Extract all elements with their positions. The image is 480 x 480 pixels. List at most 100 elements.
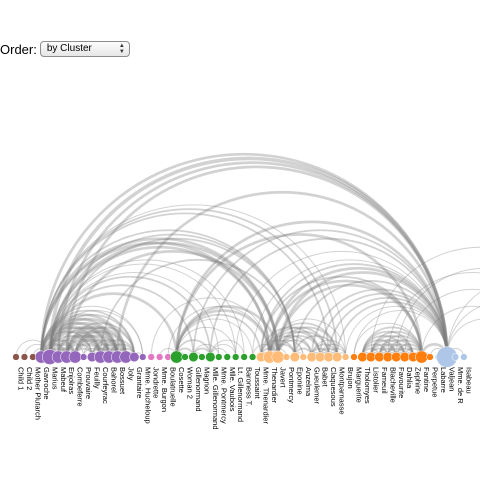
- node-child-1[interactable]: [12, 353, 20, 361]
- arc-link: [268, 266, 449, 358]
- node-eponine[interactable]: [289, 351, 300, 363]
- arc-link: [40, 229, 296, 358]
- node-toussaint[interactable]: [248, 353, 257, 361]
- arc-link: [269, 339, 304, 358]
- node-label: Cosette: [177, 367, 186, 393]
- node-baroness-t-[interactable]: [240, 353, 248, 361]
- arc-link: [252, 259, 448, 358]
- arc-link: [73, 330, 128, 358]
- node-magnon[interactable]: [198, 353, 206, 361]
- node-prouvaire[interactable]: [79, 353, 88, 361]
- arc-link: [83, 339, 118, 358]
- arc-link: [175, 313, 262, 358]
- node-dahlia[interactable]: [399, 351, 410, 363]
- arc-link: [48, 317, 128, 358]
- node-label: Anzelma: [304, 367, 313, 397]
- arc-link: [370, 339, 406, 358]
- arc-link: [99, 339, 136, 358]
- arc-link: [378, 334, 423, 358]
- node-listolier[interactable]: [365, 351, 376, 363]
- arc-link: [209, 237, 448, 358]
- arc-link: [40, 317, 119, 358]
- node-label: Mme. Burgon: [160, 367, 169, 412]
- arc-link: [48, 313, 136, 358]
- arc-link: [176, 318, 254, 358]
- node-label: Fameuil: [380, 367, 389, 394]
- arc-link: [48, 292, 178, 358]
- arc-link: [387, 272, 480, 358]
- arc-link: [269, 318, 347, 358]
- node-label: Baroness T.: [245, 367, 254, 406]
- node-fameuil[interactable]: [374, 351, 385, 363]
- node-cosette[interactable]: [170, 350, 184, 364]
- node-lt-gillenormand[interactable]: [232, 353, 240, 361]
- node-label: Child 1: [17, 367, 26, 390]
- arc-link: [311, 339, 347, 358]
- node-fantine[interactable]: [415, 350, 429, 364]
- arc-link: [40, 241, 271, 358]
- node-blacheville[interactable]: [382, 351, 393, 363]
- node-label: Eponine: [295, 367, 304, 395]
- arc-link: [277, 326, 338, 358]
- arc-link: [73, 334, 119, 358]
- arc-link: [49, 310, 144, 358]
- node-label: Fantine: [422, 367, 431, 392]
- arc-link: [446, 318, 480, 358]
- arc-link: [99, 258, 296, 358]
- arc-link: [293, 334, 338, 358]
- node-isabeau[interactable]: [460, 353, 468, 361]
- arc-link: [175, 305, 280, 358]
- node-babet[interactable]: [315, 351, 326, 363]
- node-mlle-gillenormand[interactable]: [205, 351, 216, 363]
- node-label: Toussaint: [253, 367, 262, 400]
- node-label: Valjean: [447, 367, 456, 391]
- arc-link: [40, 313, 128, 358]
- node-marguerite[interactable]: [350, 353, 358, 361]
- node-label: Isabeau: [464, 367, 473, 394]
- node-gillenormand[interactable]: [188, 351, 199, 363]
- node-claquesous[interactable]: [323, 351, 334, 363]
- node-mme-pontmercy[interactable]: [215, 353, 223, 361]
- node-label: Mme. Hucheloup: [143, 367, 152, 424]
- node-label: Combeferre: [76, 367, 85, 407]
- node-pontmercy[interactable]: [282, 353, 291, 361]
- node-gueulemer[interactable]: [306, 351, 317, 363]
- node-child-2[interactable]: [20, 353, 29, 361]
- arc-link: [268, 330, 322, 358]
- order-select[interactable]: by Cluster ▲ ▼: [39, 41, 130, 57]
- node-label: Jondrette: [152, 367, 161, 398]
- node-mme-hucheloup[interactable]: [139, 353, 147, 361]
- node-grantaire[interactable]: [129, 351, 140, 363]
- node-label: Thenardier: [270, 367, 279, 404]
- node-mme-burgon[interactable]: [156, 353, 164, 361]
- order-label: Order:: [0, 41, 37, 57]
- node-perpetue[interactable]: [426, 353, 434, 361]
- node-label: Grantaire: [135, 367, 144, 398]
- node-label: Montparnasse: [338, 367, 347, 415]
- arc-link: [40, 305, 144, 358]
- node-tholomyes[interactable]: [357, 351, 368, 363]
- arc-link: [40, 326, 102, 358]
- node-favourite[interactable]: [391, 351, 402, 363]
- node-mme-de-r[interactable]: [451, 353, 460, 361]
- node-montparnasse[interactable]: [332, 351, 343, 363]
- order-control: Order: by Cluster ▲ ▼: [0, 40, 130, 58]
- node-label: Dahlia: [405, 367, 414, 389]
- arc-link: [65, 165, 449, 358]
- arc-link: [48, 245, 271, 358]
- node-brujon[interactable]: [341, 353, 350, 361]
- node-combeferre[interactable]: [68, 350, 82, 364]
- arc-link: [361, 326, 423, 358]
- node-anzelma[interactable]: [299, 353, 307, 361]
- node-jondrette[interactable]: [147, 353, 155, 361]
- arc-link: [175, 339, 212, 358]
- arc-link: [260, 335, 304, 358]
- node-woman-2[interactable]: [181, 353, 189, 361]
- node-label: Gavroche: [42, 367, 51, 400]
- arc-link: [150, 297, 270, 358]
- arc-link: [40, 208, 338, 358]
- node-javert[interactable]: [271, 350, 285, 364]
- node-label: Marius: [50, 367, 59, 390]
- node-label: Javert: [278, 367, 287, 388]
- node-mlle-vaubois[interactable]: [223, 353, 231, 361]
